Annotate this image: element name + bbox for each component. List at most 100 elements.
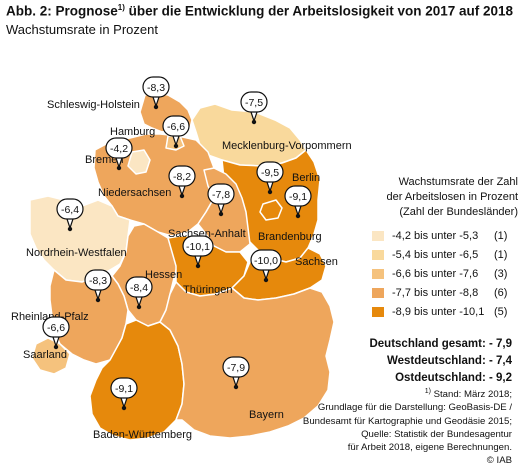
- footnote: 1) Stand: März 2018; Grundlage für die D…: [303, 385, 512, 467]
- summary-east: Ostdeutschland: - 9,2: [395, 372, 512, 384]
- pin-value: -8,2: [173, 171, 191, 183]
- state-label-mecklenburg-vorpommern: Mecklenburg-Vorpommern: [222, 140, 352, 152]
- state-label-hamburg: Hamburg: [110, 126, 155, 138]
- pin-value: -8,3: [147, 82, 165, 94]
- value-pin-brandenburg: -9,1: [284, 185, 312, 219]
- state-label-niedersachsen: Niedersachsen: [98, 187, 171, 199]
- pin-dot: [233, 384, 239, 390]
- pin-dot: [116, 165, 122, 171]
- legend-label: -5,4 bis unter -6,5: [392, 248, 479, 261]
- legend-item: -5,4 bis unter -6,5 (1): [372, 245, 518, 264]
- legend-label: -6,6 bis unter -7,6: [392, 267, 479, 280]
- legend-label: -4,2 bis unter -5,3: [392, 229, 479, 242]
- footnote-line: Bundesamt für Kartographie und Geodäsie …: [302, 415, 512, 427]
- value-pin-berlin: -9,5: [256, 161, 284, 195]
- figure-title: Abb. 2: Prognose1) über die Entwicklung …: [6, 3, 514, 19]
- state-label-schleswig-holstein: Schleswig-Holstein: [47, 99, 140, 111]
- pin-value: -9,1: [289, 191, 307, 203]
- value-pin-sachsen-anhalt: -7,8: [207, 183, 235, 217]
- value-pin-hamburg: -6,6: [162, 115, 190, 149]
- value-pin-rheinland-pfalz: -8,3: [84, 269, 112, 303]
- state-label-nordrhein-westfalen: Nordrhein-Westfalen: [26, 247, 127, 259]
- pin-dot: [295, 213, 301, 219]
- legend-count: (5): [494, 305, 508, 318]
- legend-count: (6): [494, 286, 508, 299]
- legend-count: (3): [494, 267, 508, 280]
- legend-item: -4,2 bis unter -5,3 (1): [372, 226, 518, 245]
- summary-germany: Deutschland gesamt: - 7,9: [369, 338, 512, 350]
- pin-bubble: [125, 276, 153, 298]
- pin-bubble: [182, 235, 214, 257]
- value-pin-saarland: -6,6: [42, 316, 70, 350]
- pin-bubble: [84, 269, 112, 291]
- pin-bubble: [105, 137, 133, 159]
- pin-value: -4,2: [110, 143, 128, 155]
- pin-dot: [95, 297, 101, 303]
- pin-dot: [67, 226, 73, 232]
- pin-dot: [136, 304, 142, 310]
- value-pin-sachsen: -10,0: [250, 249, 282, 283]
- pin-value: -9,1: [115, 383, 133, 395]
- legend: -4,2 bis unter -5,3 (1) -5,4 bis unter -…: [372, 226, 518, 321]
- pin-dot: [263, 277, 269, 283]
- footnote-line: für Arbeit 2018, eigene Berechnungen.: [347, 442, 512, 453]
- figure-subtitle: Wachstumsrate in Prozent: [6, 22, 158, 37]
- pin-dot: [121, 405, 127, 411]
- pin-value: -7,8: [212, 189, 230, 201]
- footnote-line: Grundlage für die Darstellung: GeoBasis-…: [317, 402, 512, 414]
- value-pin-nordrhein-westfalen: -6,4: [56, 198, 84, 232]
- pin-dot: [218, 211, 224, 217]
- value-pin-bayern: -7,9: [222, 356, 250, 390]
- legend-swatch: [372, 306, 384, 317]
- legend-count: (1): [494, 229, 508, 242]
- legend-title-line: (Zahl der Bundesländer): [399, 206, 518, 218]
- pin-value: -10,0: [254, 255, 278, 267]
- pin-bubble: [42, 316, 70, 338]
- state-label-brandenburg: Brandenburg: [258, 231, 322, 243]
- legend-count: (1): [494, 248, 508, 261]
- pin-bubble: [142, 76, 170, 98]
- pin-bubble: [284, 185, 312, 207]
- legend-label: -7,7 bis unter -8,8: [392, 286, 479, 299]
- state-label-thueringen: Thüringen: [183, 284, 233, 296]
- pin-value: -10,1: [186, 241, 210, 253]
- value-pin-bremen: -4,2: [105, 137, 133, 171]
- legend-item: -7,7 bis unter -8,8 (6): [372, 283, 518, 302]
- pin-dot: [173, 143, 179, 149]
- legend-swatch: [372, 268, 384, 279]
- legend-swatch: [372, 230, 384, 241]
- pin-dot: [195, 263, 201, 269]
- pin-value: -8,3: [89, 275, 107, 287]
- value-pin-hessen: -8,4: [125, 276, 153, 310]
- state-label-berlin: Berlin: [292, 172, 320, 184]
- summary-box: Deutschland gesamt: - 7,9 Westdeutschlan…: [369, 336, 512, 387]
- pin-value: -7,9: [227, 362, 245, 374]
- state-label-sachsen: Sachsen: [295, 256, 338, 268]
- pin-dot: [179, 193, 185, 199]
- pin-dot: [267, 189, 273, 195]
- pin-bubble: [56, 198, 84, 220]
- pin-value: -6,4: [61, 204, 79, 216]
- footnote-line: 1) Stand: März 2018;: [424, 388, 512, 401]
- value-pin-thueringen: -10,1: [182, 235, 214, 269]
- state-label-hessen: Hessen: [145, 269, 182, 281]
- value-pin-baden-wuerttemberg: -9,1: [110, 377, 138, 411]
- pin-dot: [53, 344, 59, 350]
- value-pin-schleswig-holstein: -8,3: [142, 76, 170, 110]
- legend-swatch: [372, 249, 384, 260]
- pin-value: -8,4: [130, 282, 148, 294]
- state-berlin: [259, 199, 283, 221]
- value-pin-mecklenburg-vorpommern: -7,5: [240, 91, 268, 125]
- legend-title-line: Wachstumsrate der Zahl: [398, 176, 518, 188]
- pin-bubble: [168, 165, 196, 187]
- legend-swatch: [372, 287, 384, 298]
- state-saarland: [31, 337, 71, 375]
- legend-item: -8,9 bis unter -10,1 (5): [372, 302, 518, 321]
- legend-item: -6,6 bis unter -7,6 (3): [372, 264, 518, 283]
- pin-bubble: [207, 183, 235, 205]
- pin-value: -6,6: [167, 121, 185, 133]
- legend-label: -8,9 bis unter -10,1: [392, 305, 485, 318]
- legend-title-line: der Arbeitslosen in Prozent: [386, 191, 518, 203]
- state-bremen: [127, 149, 151, 175]
